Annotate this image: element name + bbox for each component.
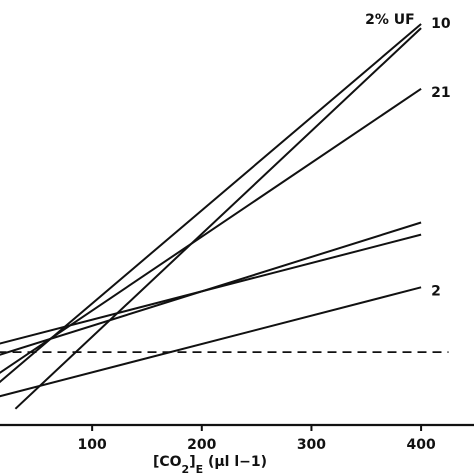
series-line-4 (0, 233, 422, 345)
series-label-5: 2 (431, 283, 441, 299)
series-layer (0, 23, 449, 410)
series-line-3 (0, 221, 422, 356)
series-line-2 (0, 88, 422, 374)
series-label-0: 2% UF (365, 12, 415, 28)
series-line-5 (0, 286, 422, 398)
x-tick-label-3: 400 (406, 437, 435, 453)
x-axis-label-sub2: E (196, 463, 204, 474)
series-label-1: 10 (431, 16, 451, 32)
tick-layer: 100 200 300 400 (78, 425, 436, 453)
x-tick-label-2: 300 (297, 437, 326, 453)
x-tick-label-1: 200 (187, 437, 216, 453)
x-axis-label-main: [CO (153, 454, 182, 470)
x-axis-label: [CO2]E (μl l−1) (153, 454, 267, 474)
series-label-2: 21 (431, 85, 450, 101)
x-axis-label-sub1: 2 (182, 463, 190, 474)
x-axis-label-mid: ] (189, 454, 195, 470)
label-layer: 2% UF 10 21 2 (365, 12, 451, 299)
x-tick-label-0: 100 (78, 437, 107, 453)
series-line-0 (14, 27, 422, 410)
x-axis-label-unit: (μl l−1) (203, 454, 267, 470)
